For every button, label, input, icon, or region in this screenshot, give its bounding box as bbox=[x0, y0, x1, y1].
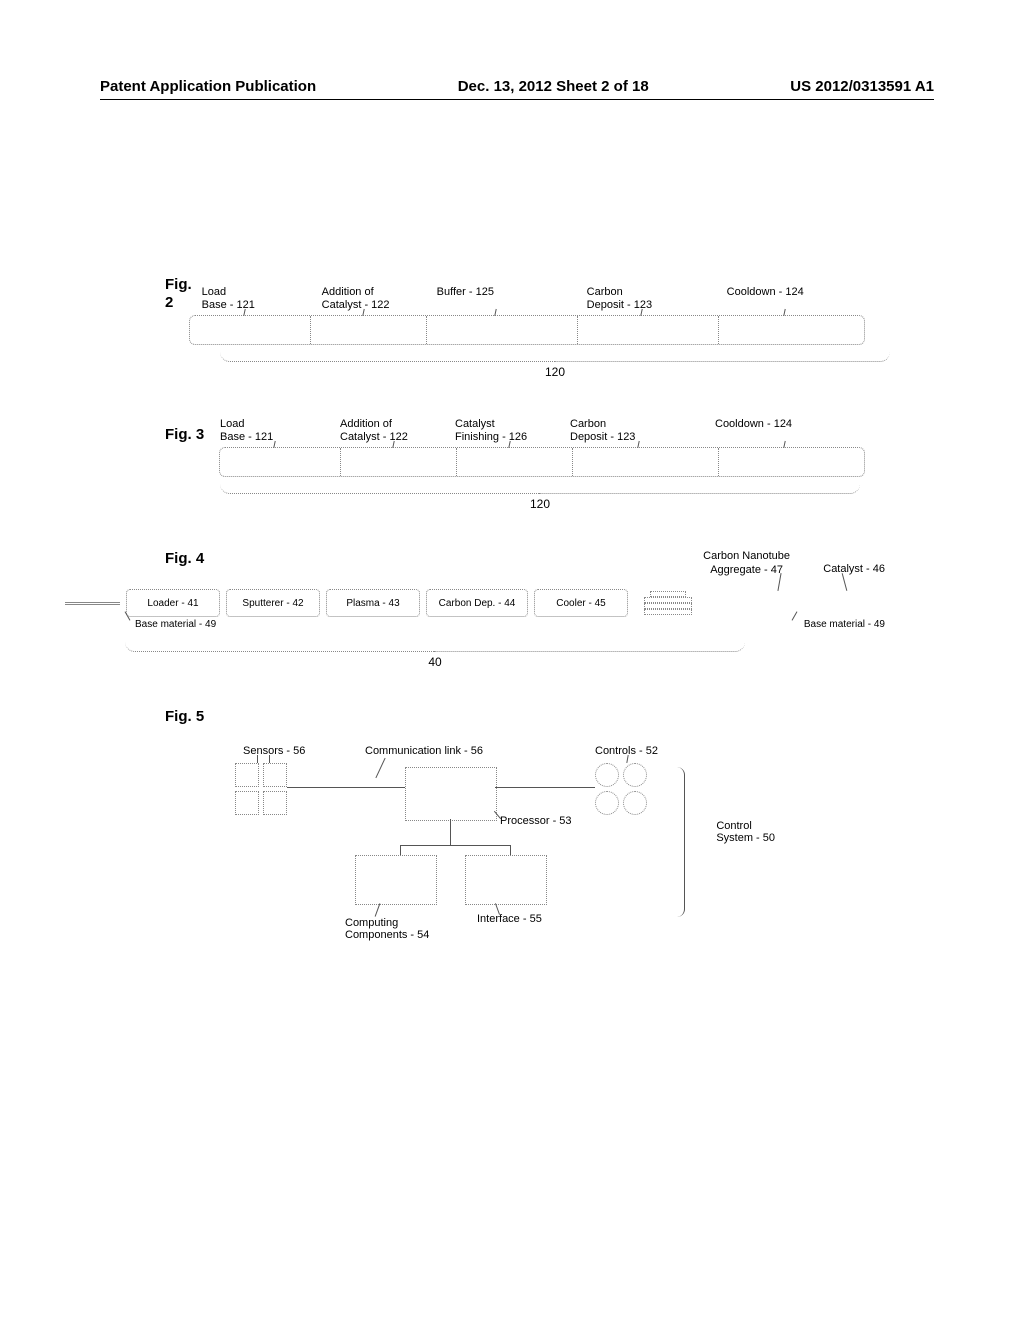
fig3-stage-label: Addition ofCatalyst - 122 bbox=[340, 418, 455, 444]
fig2-stage-label: Addition ofCatalyst - 122 bbox=[322, 286, 437, 312]
fig4-cnt-label: Carbon Nanotube Aggregate - 47 bbox=[703, 550, 790, 576]
fig3-segment bbox=[573, 448, 719, 476]
sensor-square bbox=[235, 791, 259, 815]
leader bbox=[626, 755, 628, 763]
fig5-sensors-label: Sensors - 56 bbox=[243, 745, 305, 757]
fig3-segment bbox=[457, 448, 573, 476]
header-center: Dec. 13, 2012 Sheet 2 of 18 bbox=[458, 78, 649, 95]
fig2-stage-label: CarbonDeposit - 123 bbox=[587, 286, 727, 312]
leader bbox=[257, 755, 258, 763]
fig4-catalyst-label: Catalyst - 46 bbox=[823, 563, 885, 576]
fig4-row: Loader - 41Sputterer - 42Plasma - 43Carb… bbox=[65, 589, 885, 617]
fig5-label: Fig. 5 bbox=[165, 708, 855, 725]
fig4-cnt-l2: Aggregate - 47 bbox=[703, 564, 790, 577]
fig3-stage-label: Cooldown - 124 bbox=[715, 418, 860, 444]
fig4-process-box: Loader - 41 bbox=[126, 589, 220, 617]
leader bbox=[375, 758, 385, 778]
fig5-system-brace bbox=[672, 767, 685, 917]
fig4-label: Fig. 4 bbox=[165, 550, 204, 567]
fig-4: Fig. 4 Carbon Nanotube Aggregate - 47 Ca… bbox=[65, 550, 885, 653]
fig5-processor-label: Processor - 53 bbox=[500, 815, 572, 827]
leader bbox=[269, 755, 270, 763]
fig4-cnt-l1: Carbon Nanotube bbox=[703, 550, 790, 563]
control-circle bbox=[623, 763, 647, 787]
control-circle bbox=[595, 763, 619, 787]
fig-5: Fig. 5 Sensors - 56 Communication link -… bbox=[165, 708, 865, 975]
fig3-bar bbox=[219, 447, 865, 477]
fig2-stage-labels: Fig. 2 LoadBase - 121Addition ofCatalyst… bbox=[165, 280, 865, 312]
wire bbox=[287, 787, 405, 788]
wire bbox=[400, 845, 510, 846]
fig3-label: Fig. 3 bbox=[165, 426, 210, 444]
fig2-segment bbox=[427, 316, 578, 344]
leader bbox=[375, 904, 381, 917]
wire bbox=[450, 819, 451, 845]
control-circle bbox=[595, 791, 619, 815]
fig2-segment bbox=[190, 316, 311, 344]
fig2-stage-label: Cooldown - 124 bbox=[727, 286, 872, 312]
header-left: Patent Application Publication bbox=[100, 78, 316, 95]
fig5-system-label: Control System - 50 bbox=[716, 820, 775, 844]
fig3-stage-label: LoadBase - 121 bbox=[220, 418, 340, 444]
sensor-square bbox=[235, 763, 259, 787]
fig4-left-tail bbox=[65, 602, 120, 605]
fig-3: Fig. 3 LoadBase - 121Addition ofCatalyst… bbox=[165, 418, 865, 495]
interface-box bbox=[465, 855, 547, 905]
fig3-stage-label: CarbonDeposit - 123 bbox=[570, 418, 715, 444]
fig3-segment bbox=[220, 448, 341, 476]
fig3-brace: 120 bbox=[220, 479, 860, 495]
fig4-base-right: Base material - 49 bbox=[804, 619, 885, 630]
fig2-brace-num: 120 bbox=[545, 365, 565, 379]
fig4-cnt-stack bbox=[644, 591, 692, 615]
fig5-comm-label: Communication link - 56 bbox=[365, 745, 483, 757]
header-right: US 2012/0313591 A1 bbox=[790, 78, 934, 95]
processor-box bbox=[405, 767, 497, 821]
fig3-segment bbox=[719, 448, 864, 476]
fig5-diagram: Sensors - 56 Communication link - 56 Con… bbox=[225, 745, 745, 975]
cnt-layer bbox=[644, 609, 692, 615]
fig3-segment bbox=[341, 448, 457, 476]
sensor-square bbox=[263, 791, 287, 815]
fig4-process-box: Carbon Dep. - 44 bbox=[426, 589, 528, 617]
fig2-brace: 120 bbox=[220, 347, 890, 363]
fig4-catalyst-txt: Catalyst - 46 bbox=[823, 563, 885, 576]
content-area: Fig. 2 LoadBase - 121Addition ofCatalyst… bbox=[165, 280, 865, 975]
wire bbox=[510, 845, 511, 855]
fig5-interface-label: Interface - 55 bbox=[477, 913, 542, 925]
fig2-stage-label: Buffer - 125 bbox=[437, 286, 587, 312]
wire bbox=[400, 845, 401, 855]
fig4-process-box: Sputterer - 42 bbox=[226, 589, 320, 617]
fig4-process-box: Cooler - 45 bbox=[534, 589, 628, 617]
control-circle bbox=[623, 791, 647, 815]
fig2-segment bbox=[311, 316, 427, 344]
fig4-brace: 40 bbox=[125, 637, 745, 653]
fig2-bar bbox=[189, 315, 865, 345]
fig4-brace-num: 40 bbox=[428, 655, 441, 669]
fig-2: Fig. 2 LoadBase - 121Addition ofCatalyst… bbox=[165, 280, 865, 363]
fig3-stage-label: CatalystFinishing - 126 bbox=[455, 418, 570, 444]
fig2-segment bbox=[578, 316, 719, 344]
fig3-stage-labels: Fig. 3 LoadBase - 121Addition ofCatalyst… bbox=[165, 418, 865, 444]
fig3-brace-num: 120 bbox=[530, 497, 550, 511]
sensor-square bbox=[263, 763, 287, 787]
page-header: Patent Application Publication Dec. 13, … bbox=[100, 78, 934, 100]
computing-box bbox=[355, 855, 437, 905]
fig4-process-box: Plasma - 43 bbox=[326, 589, 420, 617]
fig2-label: Fig. 2 bbox=[165, 276, 192, 312]
fig4-base-left: Base material - 49 bbox=[135, 619, 216, 630]
fig2-stage-label: LoadBase - 121 bbox=[202, 286, 322, 312]
wire bbox=[495, 787, 595, 788]
fig2-segment bbox=[719, 316, 864, 344]
fig5-computing-label: Computing Components - 54 bbox=[345, 917, 429, 941]
